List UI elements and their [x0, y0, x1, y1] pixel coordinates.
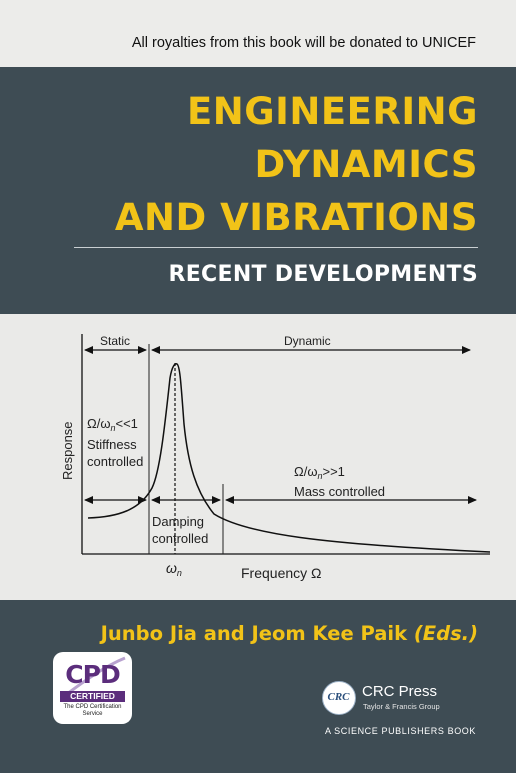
title-line-2: DYNAMICS	[254, 143, 478, 186]
cpd-certified-bar: CERTIFIED	[60, 691, 125, 702]
donation-note: All royalties from this book will be don…	[131, 35, 476, 51]
publisher-name: CRC Press	[362, 683, 438, 700]
static-label: Static	[100, 334, 130, 348]
mass-ratio-label: Ω/ωn>>1	[294, 464, 345, 481]
damping-label-2: controlled	[152, 531, 208, 546]
omega-n-label: ωn	[166, 560, 182, 578]
publisher-group: Taylor & Francis Group	[363, 702, 440, 711]
crc-logo: CRC	[322, 681, 356, 715]
title-line-1: ENGINEERING	[187, 90, 478, 133]
response-diagram: Static Dynamic Ω/ωn<<1 Stiffness control…	[60, 334, 491, 581]
title-divider	[74, 247, 478, 248]
dynamic-label: Dynamic	[284, 334, 331, 348]
stiffness-label-1: Stiffness	[87, 437, 137, 452]
damping-label-1: Damping	[152, 514, 204, 529]
top-strip	[0, 0, 516, 67]
cpd-swoosh-icon	[66, 656, 126, 696]
publisher-note: A SCIENCE PUBLISHERS BOOK	[324, 726, 476, 736]
title-line-3: AND VIBRATIONS	[114, 196, 478, 239]
subtitle: RECENT DEVELOPMENTS	[168, 262, 478, 287]
stiffness-label-2: controlled	[87, 454, 143, 469]
title-band	[0, 67, 516, 314]
cpd-certified-logo: CPD CERTIFIED The CPD Certification Servi…	[53, 652, 132, 724]
y-axis-label: Response	[60, 421, 75, 480]
editors-tag: (Eds.)	[413, 622, 478, 645]
cpd-service-text: The CPD Certification Service	[63, 704, 122, 717]
mass-label: Mass controlled	[294, 484, 385, 499]
response-curve	[87, 363, 491, 553]
cpd-letters: CPD	[65, 660, 120, 689]
x-axis-label: Frequency Ω	[241, 565, 322, 581]
static-ratio-label: Ω/ωn<<1	[87, 416, 138, 433]
authors: Junbo Jia and Jeom Kee Paik (Eds.)	[100, 622, 478, 645]
crc-mark: CRC	[327, 691, 350, 703]
diagram-area: Static Dynamic Ω/ωn<<1 Stiffness control…	[0, 314, 516, 600]
